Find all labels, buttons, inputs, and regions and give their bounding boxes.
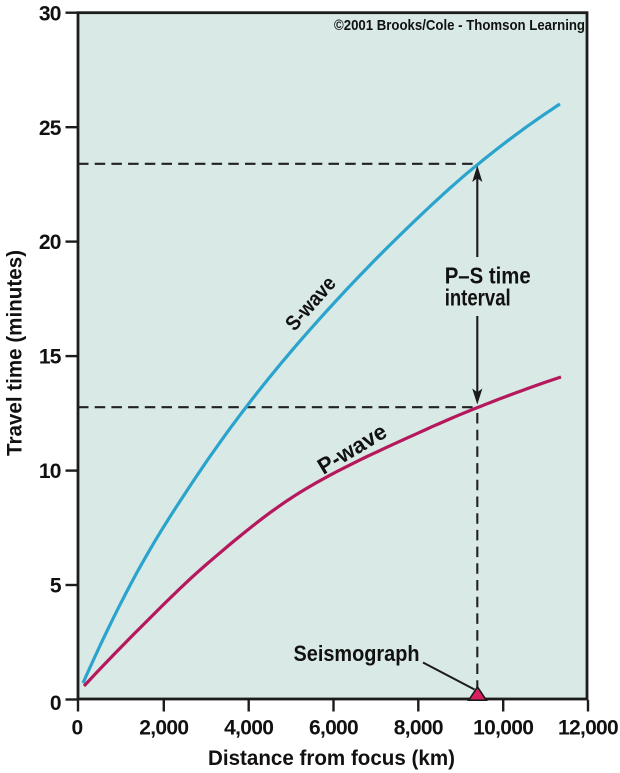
svg-text:10: 10 — [39, 460, 61, 483]
svg-text:Distance from focus (km): Distance from focus (km) — [208, 746, 455, 770]
svg-text:20: 20 — [39, 231, 61, 254]
svg-text:Seismograph: Seismograph — [294, 641, 420, 666]
svg-text:interval: interval — [445, 285, 511, 311]
svg-text:10,000: 10,000 — [473, 717, 533, 740]
svg-text:25: 25 — [39, 117, 62, 140]
svg-text:0: 0 — [50, 692, 61, 715]
svg-text:2,000: 2,000 — [139, 717, 188, 740]
svg-text:30: 30 — [39, 2, 61, 25]
svg-text:8,000: 8,000 — [394, 717, 443, 740]
svg-text:12,000: 12,000 — [558, 717, 618, 740]
svg-text:©2001 Brooks/Cole - Thomson Le: ©2001 Brooks/Cole - Thomson Learning — [334, 18, 585, 34]
svg-text:4,000: 4,000 — [224, 717, 273, 740]
svg-text:0: 0 — [72, 717, 83, 740]
svg-text:P–S time: P–S time — [445, 263, 531, 289]
svg-text:15: 15 — [39, 346, 62, 369]
svg-text:6,000: 6,000 — [309, 717, 358, 740]
svg-text:Travel time (minutes): Travel time (minutes) — [4, 250, 27, 456]
svg-text:5: 5 — [50, 575, 62, 598]
